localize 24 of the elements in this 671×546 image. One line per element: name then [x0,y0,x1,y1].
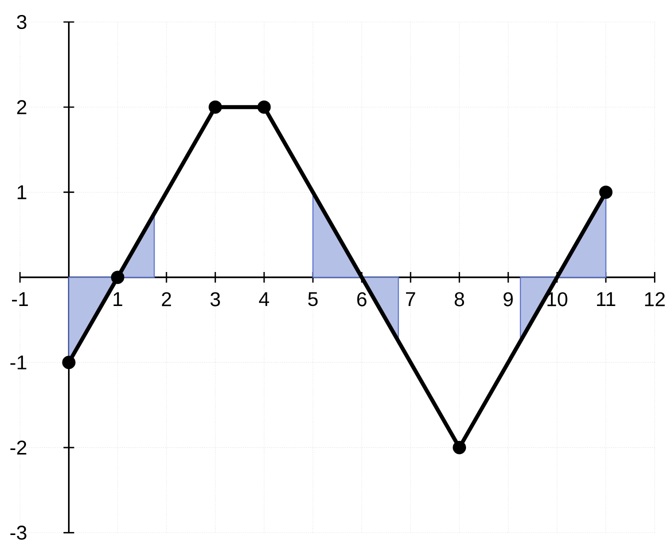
point [452,440,466,454]
x-tick-label: 12 [645,292,665,306]
x-tick-label: 6 [357,292,366,306]
y-tick-label: -2 [10,440,26,455]
y-tick-label: -1 [10,356,26,370]
x-tick-label: 1 [114,292,122,306]
point [62,356,76,370]
x-tick-label: 10 [547,292,568,306]
x-tick-label: 9 [504,292,513,306]
x-tick-label: 4 [259,292,270,306]
point [599,186,612,199]
y-tick-label: 2 [17,100,26,114]
point [208,100,222,114]
x-tick-label: 3 [210,292,220,306]
point [257,100,271,114]
y-tick-label: -3 [10,526,26,540]
x-tick-label: 8 [454,292,464,306]
x-tick-label: 7 [406,292,416,306]
x-tick-label: 11 [597,292,616,306]
y-tick-label: 1 [18,185,26,200]
y-tick-label: 3 [16,14,26,30]
point [111,270,124,284]
x-tick-label: 2 [162,292,172,306]
x-tick-label: 5 [308,292,318,306]
